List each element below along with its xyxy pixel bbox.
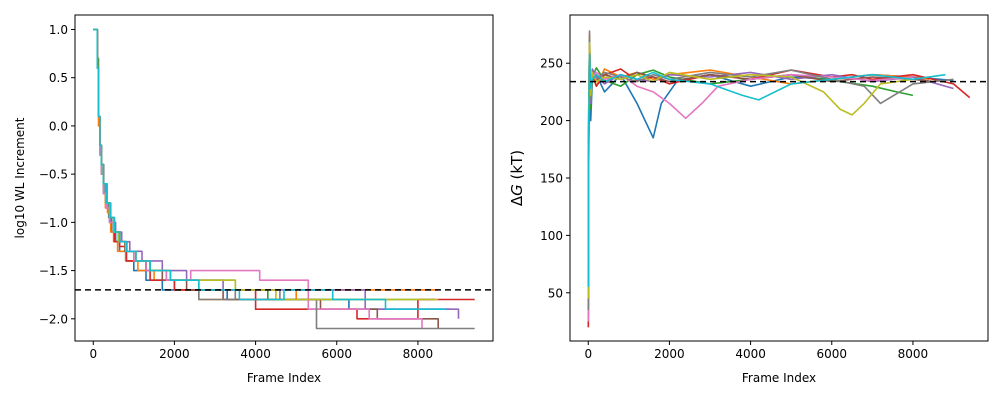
x-tick-label: 4000 bbox=[240, 347, 271, 361]
x-axis-ticks: 0 2000 4000 6000 8000 bbox=[89, 341, 433, 361]
x-axis-label: Frame Index bbox=[247, 371, 321, 385]
series-line-8 bbox=[587, 30, 954, 311]
y-tick-label: 0.5 bbox=[49, 71, 68, 85]
y-tick-label: 100 bbox=[540, 229, 563, 243]
y-axis-label-suffix: (kT) bbox=[508, 150, 526, 184]
chart-delta-g: 0 2000 4000 6000 8000 50 100 150 200 250 Frame I… bbox=[508, 14, 989, 385]
chart-wl-increment: 0 2000 4000 6000 8000 −2.0 −1.5 −1.0 −0.5 0.0 0.5… bbox=[13, 14, 494, 385]
series-line-6 bbox=[93, 28, 439, 329]
series-line-4 bbox=[587, 50, 971, 328]
x-tick-label: 8000 bbox=[403, 347, 434, 361]
series-line-10 bbox=[587, 53, 946, 288]
series-line-7 bbox=[587, 48, 913, 322]
y-tick-label: −1.5 bbox=[39, 264, 68, 278]
series-line-2 bbox=[93, 28, 439, 301]
y-tick-label: −2.0 bbox=[39, 312, 68, 326]
y-axis-label: log10 WL Increment bbox=[13, 117, 27, 238]
series-line-7 bbox=[93, 28, 423, 329]
y-tick-label: −0.5 bbox=[39, 168, 68, 182]
y-axis-label-prefix: Δ bbox=[508, 195, 526, 206]
series-group bbox=[93, 28, 475, 330]
series-line-4 bbox=[93, 28, 475, 320]
x-tick-label: 6000 bbox=[816, 347, 847, 361]
y-tick-label: 200 bbox=[540, 114, 563, 128]
y-tick-label: 1.0 bbox=[49, 23, 68, 37]
y-tick-label: 0.0 bbox=[49, 119, 68, 133]
x-tick-label: 2000 bbox=[159, 347, 190, 361]
x-tick-label: 6000 bbox=[321, 347, 352, 361]
series-line-1 bbox=[587, 62, 954, 316]
series-line-3 bbox=[93, 28, 435, 301]
series-line-1 bbox=[93, 28, 451, 310]
x-axis-label: Frame Index bbox=[742, 371, 816, 385]
x-tick-label: 0 bbox=[89, 347, 97, 361]
y-tick-label: 150 bbox=[540, 172, 563, 186]
x-tick-label: 8000 bbox=[898, 347, 929, 361]
y-tick-label: 250 bbox=[540, 57, 563, 71]
series-group bbox=[587, 30, 971, 328]
y-axis-ticks: 50 100 150 200 250 bbox=[540, 57, 570, 300]
series-line-8 bbox=[93, 28, 475, 330]
y-tick-label: −1.0 bbox=[39, 216, 68, 230]
x-tick-label: 0 bbox=[584, 347, 592, 361]
y-axis-ticks: −2.0 −1.5 −1.0 −0.5 0.0 0.5 1.0 bbox=[39, 23, 75, 326]
series-line-5 bbox=[93, 28, 460, 319]
x-axis-ticks: 0 2000 4000 6000 8000 bbox=[584, 341, 928, 361]
x-tick-label: 4000 bbox=[735, 347, 766, 361]
y-tick-label: 50 bbox=[548, 286, 563, 300]
y-axis-label: ΔG (kT) bbox=[508, 150, 526, 206]
plot-frame bbox=[74, 14, 494, 342]
x-tick-label: 2000 bbox=[654, 347, 685, 361]
plot-frame bbox=[569, 14, 989, 342]
y-axis-label-variable: G bbox=[508, 184, 526, 196]
series-line-9 bbox=[93, 28, 439, 301]
series-line-9 bbox=[587, 41, 914, 299]
series-line-10 bbox=[93, 28, 447, 310]
